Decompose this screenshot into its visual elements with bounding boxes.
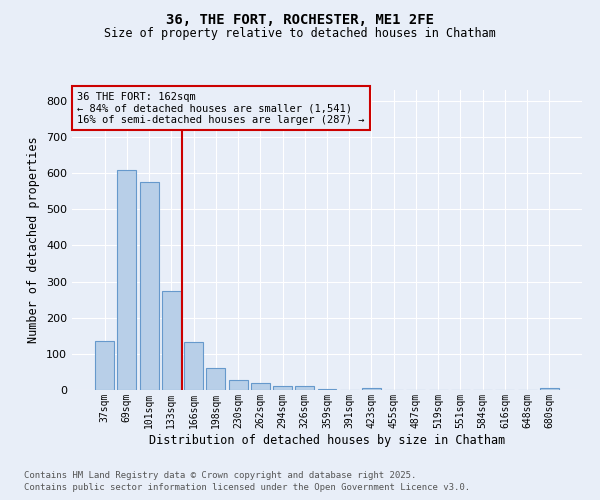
Bar [362, 388, 381, 390]
Text: Contains public sector information licensed under the Open Government Licence v3: Contains public sector information licen… [24, 483, 470, 492]
Bar [140, 182, 158, 390]
Text: Size of property relative to detached houses in Chatham: Size of property relative to detached ho… [104, 28, 496, 40]
Bar [295, 386, 314, 390]
Bar [540, 388, 559, 390]
Bar [206, 368, 225, 390]
Text: 36, THE FORT, ROCHESTER, ME1 2FE: 36, THE FORT, ROCHESTER, ME1 2FE [166, 12, 434, 26]
Bar [118, 170, 136, 390]
Bar [184, 342, 203, 390]
Y-axis label: Number of detached properties: Number of detached properties [28, 136, 40, 344]
Bar [273, 386, 292, 390]
Bar [162, 290, 181, 390]
X-axis label: Distribution of detached houses by size in Chatham: Distribution of detached houses by size … [149, 434, 505, 446]
Text: Contains HM Land Registry data © Crown copyright and database right 2025.: Contains HM Land Registry data © Crown c… [24, 470, 416, 480]
Bar [251, 384, 270, 390]
Bar [95, 341, 114, 390]
Bar [229, 380, 248, 390]
Text: 36 THE FORT: 162sqm
← 84% of detached houses are smaller (1,541)
16% of semi-det: 36 THE FORT: 162sqm ← 84% of detached ho… [77, 92, 365, 124]
